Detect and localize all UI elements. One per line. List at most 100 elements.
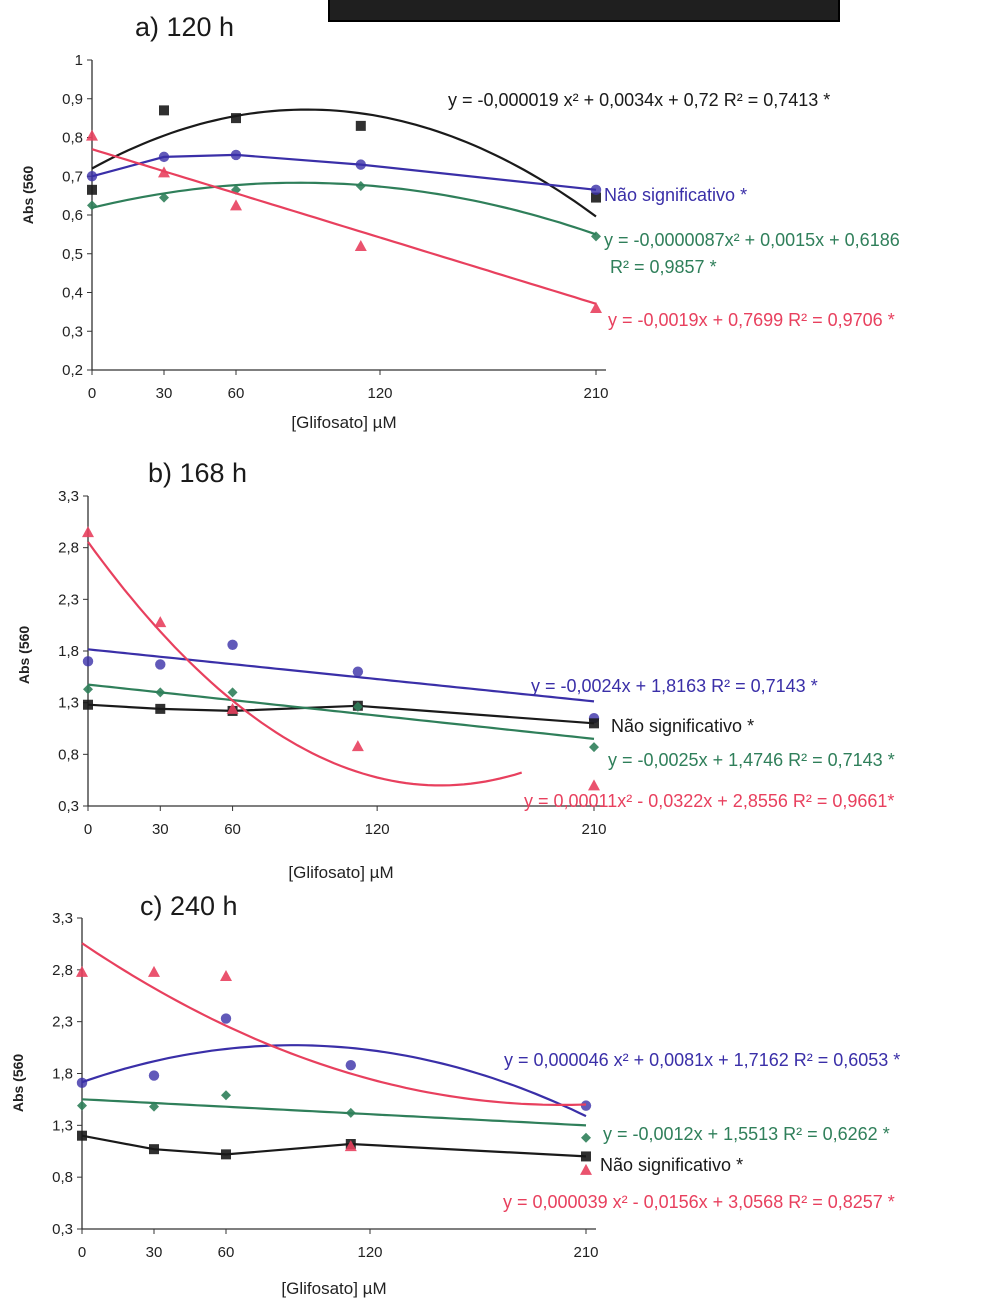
data-point [148, 1070, 160, 1081]
regression-annotation: y = -0,0012x + 1,5513 R² = 0,6262 * [603, 1124, 890, 1144]
data-point [344, 1140, 357, 1152]
top-scan-artifact [328, 0, 840, 22]
y-tick-label: 3,3 [58, 488, 79, 505]
series-diamond: y = -0,0000087x² + 0,0015x + 0,6186 R² = … [87, 180, 900, 277]
x-axis-label: [Glifosato] µM [291, 413, 396, 432]
data-point [345, 1060, 356, 1071]
data-point [86, 129, 98, 141]
regression-annotation: Não significativo * [600, 1155, 743, 1175]
regression-annotation: Não significativo * [611, 716, 754, 736]
data-point [148, 965, 160, 977]
data-point [589, 718, 599, 729]
y-tick-label: 0,2 [62, 362, 83, 379]
data-point [159, 105, 169, 116]
y-tick-label: 2,8 [58, 540, 79, 557]
y-tick-label: 1,3 [52, 1117, 73, 1134]
y-tick-label: 0,7 [62, 168, 83, 185]
data-point [83, 684, 93, 695]
data-point [221, 1090, 231, 1101]
chart-title: b) 168 h [148, 458, 247, 488]
x-tick-label: 60 [224, 821, 241, 838]
x-tick-label: 120 [365, 821, 390, 838]
x-tick-label: 120 [357, 1244, 382, 1261]
y-tick-label: 1,8 [52, 1066, 73, 1083]
data-point [155, 687, 166, 698]
data-point [581, 1132, 591, 1143]
chart-title: a) 120 h [135, 12, 234, 42]
chart-panel-1: a) 120 h 0,2 0,3 0,4 0,5 0,6 0,7 0,8 0,9 1 0 30 60 12… [20, 12, 900, 432]
series-diamond: y = -0,0025x + 1,4746 R² = 0,7143 * [83, 683, 895, 770]
y-tick-label: 0,8 [62, 130, 83, 147]
regression-annotation: y = 0,000046 x² + 0,0081x + 1,7162 R² = … [504, 1050, 900, 1070]
series-triangle: y = 0,000039 x² - 0,0156x + 3,0568 R² = … [76, 942, 895, 1212]
regression-annotation: y = 0,000039 x² - 0,0156x + 3,0568 R² = … [503, 1192, 895, 1212]
series-square: Não significativo * [83, 699, 754, 736]
data-point [227, 687, 238, 698]
data-point [355, 120, 366, 131]
data-point [220, 970, 232, 982]
data-point [354, 240, 367, 251]
regression-annotation: y = 0,00011x² - 0,0322x + 2,8556 R² = 0,… [524, 791, 894, 811]
data-point [155, 703, 166, 714]
y-tick-label: 0,5 [62, 246, 83, 263]
y-tick-label: 1,3 [58, 695, 79, 712]
data-point [77, 1130, 87, 1141]
data-point [155, 659, 166, 670]
data-point [588, 779, 600, 791]
trend-line [87, 541, 523, 787]
x-tick-label: 0 [88, 385, 96, 402]
y-tick-label: 0,3 [62, 323, 83, 340]
y-tick-label: 0,3 [58, 798, 79, 815]
series-triangle: y = -0,0019x + 0,7699 R² = 0,9706 * [86, 129, 895, 330]
x-tick-label: 0 [84, 821, 92, 838]
data-point [76, 965, 88, 977]
data-point [83, 699, 93, 710]
x-tick-label: 30 [156, 385, 173, 402]
regression-annotation: y = -0,000019 x² + 0,0034x + 0,72 R² = 0… [448, 90, 830, 110]
regression-annotation: y = -0,0025x + 1,4746 R² = 0,7143 * [608, 750, 895, 770]
x-tick-label: 120 [367, 385, 392, 402]
trend-line [91, 181, 597, 236]
y-tick-label: 1,8 [58, 643, 79, 660]
series-diamond: y = -0,0012x + 1,5513 R² = 0,6262 * [77, 1090, 890, 1144]
trend-line [81, 1044, 587, 1118]
series-circle: y = 0,000046 x² + 0,0081x + 1,7162 R² = … [76, 1013, 900, 1118]
data-point [77, 1100, 87, 1111]
y-tick-label: 3,3 [52, 910, 73, 927]
data-point [581, 1151, 591, 1162]
data-point [355, 180, 366, 191]
data-point [149, 1144, 159, 1155]
data-point [87, 200, 97, 211]
regression-annotation: Não significativo * [604, 185, 747, 205]
y-tick-label: 0,4 [62, 285, 83, 302]
data-point [352, 701, 363, 712]
data-point [154, 616, 167, 628]
y-tick-label: 2,8 [52, 962, 73, 979]
regression-annotation-r2: R² = 0,9857 * [610, 257, 717, 277]
data-point [86, 171, 98, 182]
data-point [158, 151, 170, 163]
data-point [580, 1163, 592, 1175]
data-point [220, 1013, 232, 1024]
regression-annotation: y = -0,0000087x² + 0,0015x + 0,6186 [604, 230, 900, 250]
data-point [352, 666, 364, 677]
data-point [589, 742, 599, 753]
data-point [230, 199, 242, 211]
data-point [351, 740, 364, 752]
data-point [76, 1077, 88, 1089]
chart-panel-3: c) 240 h 0,3 0,8 1,3 1,8 2,3 2,8 3,3 0 30 60 120 210… [10, 891, 900, 1298]
data-point [590, 184, 602, 196]
y-axis-label: Abs (560 [10, 1054, 26, 1113]
y-tick-label: 0,8 [52, 1169, 73, 1186]
trend-line [87, 683, 595, 740]
data-point [590, 302, 602, 313]
data-point [149, 1101, 159, 1112]
x-tick-label: 210 [573, 1244, 598, 1261]
y-axis-label: Abs (560 [16, 626, 32, 685]
x-axis-label: [Glifosato] µM [288, 863, 393, 882]
y-tick-label: 1 [75, 52, 83, 69]
y-tick-label: 0,3 [52, 1221, 73, 1238]
data-point [82, 656, 94, 667]
